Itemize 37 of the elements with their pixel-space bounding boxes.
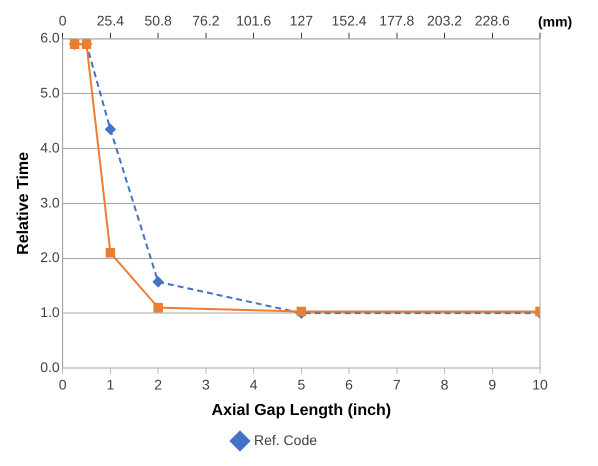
x2-tick-label: 25.4 xyxy=(96,12,124,28)
x2-tick-label: 152.4 xyxy=(332,12,367,28)
x2-tick-label: 177.8 xyxy=(379,12,415,28)
y-tick-label: 4.0 xyxy=(40,139,60,156)
x-tick-label: 3 xyxy=(202,376,210,392)
x-axis-title: Axial Gap Length (inch) xyxy=(212,402,392,419)
x2-tick-label: 0 xyxy=(58,12,67,28)
x-tick-label: 7 xyxy=(392,376,401,392)
x2-axis-title: (mm) xyxy=(538,13,572,30)
point xyxy=(106,248,116,258)
y-axis-title: Relative Time xyxy=(15,152,32,255)
x-tick-label: 6 xyxy=(345,376,354,392)
x2-tick-label: 76.2 xyxy=(192,12,220,28)
point xyxy=(104,124,116,135)
y-tick-label: 6.0 xyxy=(40,30,60,46)
point xyxy=(152,276,164,288)
x-tick-label: 0 xyxy=(58,376,67,392)
x-tick-label: 9 xyxy=(488,376,496,392)
x2-tick-label: 203.2 xyxy=(427,12,462,28)
x-tick-label: 8 xyxy=(440,376,449,392)
y-tick-label: 1.0 xyxy=(40,304,60,320)
point xyxy=(296,306,306,316)
x2-tick-label: 101.6 xyxy=(236,12,272,28)
point xyxy=(153,302,163,312)
x-tick-label: 10 xyxy=(532,376,548,392)
y-tick-label: 2.0 xyxy=(40,249,60,266)
x-tick-label: 4 xyxy=(250,376,258,392)
x-tick-label: 1 xyxy=(106,376,114,392)
x-tick-label: 2 xyxy=(154,376,162,392)
y-tick-label: 0.0 xyxy=(40,358,60,375)
y-tick-label: 3.0 xyxy=(40,194,60,210)
x-tick-label: 5 xyxy=(297,376,306,392)
y-tick-label: 5.0 xyxy=(40,84,60,101)
legend-label: Ref. Code xyxy=(254,432,318,448)
x2-tick-label: 228.6 xyxy=(474,12,510,28)
x2-tick-label: 127 xyxy=(290,12,314,28)
x2-tick-label: 50.8 xyxy=(144,12,172,28)
